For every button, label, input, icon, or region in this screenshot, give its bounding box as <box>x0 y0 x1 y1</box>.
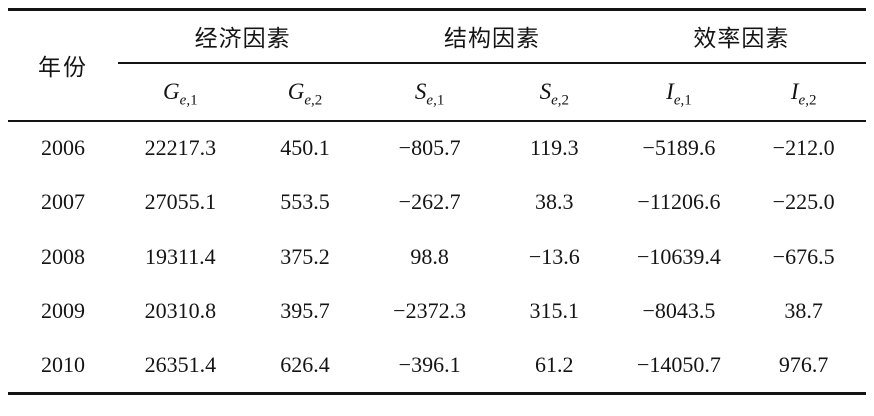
variable-base: S <box>539 78 552 104</box>
value-cell: 27055.1 <box>144 189 217 215</box>
variable-base: G <box>287 78 305 104</box>
table-row-2006: 2006 22217.3 450.1 −805.7 119.3 −5189.6 … <box>8 121 866 176</box>
table-row-2010: 2010 26351.4 626.4 −396.1 61.2 −14050.7 … <box>8 339 866 394</box>
group-header-structural: 结构因素 <box>367 9 617 64</box>
value-cell: 98.8 <box>410 243 449 269</box>
variable-subscript-index: ,2 <box>311 92 323 109</box>
value-cell: −262.7 <box>398 189 461 215</box>
year-cell: 2008 <box>41 243 85 269</box>
variable-subscript-index: ,2 <box>557 92 569 109</box>
variable-base: S <box>414 78 427 104</box>
value-cell: −2372.3 <box>393 298 467 324</box>
variable-header-ie2: Ie,2 <box>741 62 866 122</box>
value-cell: −8043.5 <box>642 298 716 324</box>
value-cell: −10639.4 <box>636 243 721 269</box>
value-cell: 976.7 <box>778 352 829 377</box>
variable-base: I <box>666 78 674 104</box>
value-cell: −11206.6 <box>637 189 721 215</box>
value-cell: −14050.7 <box>636 352 721 377</box>
value-cell: 626.4 <box>280 352 330 377</box>
variable-subscript-var: e <box>426 92 434 109</box>
year-cell: 2007 <box>41 189 85 215</box>
value-cell: −225.0 <box>772 189 835 215</box>
year-cell: 2009 <box>41 298 85 324</box>
value-cell: 22217.3 <box>144 135 217 161</box>
variable-base: I <box>790 78 799 104</box>
variable-header-ge1: Ge,1 <box>118 62 243 122</box>
table-header: 年份 经济因素 结构因素 效率因素 Ge,1 Ge,2 Se,1 Se,2 Ie… <box>8 9 866 122</box>
value-cell: 38.3 <box>535 189 574 215</box>
decomposition-factors-table: 年份 经济因素 结构因素 效率因素 Ge,1 Ge,2 Se,1 Se,2 Ie… <box>8 8 866 395</box>
value-cell: 375.2 <box>280 243 330 269</box>
value-cell: 315.1 <box>529 298 580 324</box>
value-cell: 553.5 <box>280 189 330 215</box>
variable-subscript-index: ,1 <box>186 92 198 109</box>
variable-base: G <box>163 78 180 104</box>
variable-header-ie1: Ie,1 <box>616 62 742 122</box>
value-cell: 20310.8 <box>144 298 217 324</box>
value-cell: 61.2 <box>535 352 574 377</box>
year-cell: 2010 <box>41 352 85 377</box>
year-column-header: 年份 <box>8 9 118 122</box>
table-row-2009: 2009 20310.8 395.7 −2372.3 315.1 −8043.5… <box>8 284 866 339</box>
value-cell: −212.0 <box>772 135 835 161</box>
year-cell: 2006 <box>41 135 85 161</box>
value-cell: 450.1 <box>280 135 330 161</box>
table-body: 2006 22217.3 450.1 −805.7 119.3 −5189.6 … <box>8 121 866 394</box>
value-cell: −805.7 <box>398 135 461 161</box>
variable-header-row: Ge,1 Ge,2 Se,1 Se,2 Ie,1 Ie,2 <box>8 62 866 122</box>
value-cell: −396.1 <box>398 352 461 377</box>
group-header-economic: 经济因素 <box>118 9 368 64</box>
variable-subscript-var: e <box>798 92 806 109</box>
variable-header-ge2: Ge,2 <box>242 62 368 122</box>
table-row-2008: 2008 19311.4 375.2 98.8 −13.6 −10639.4 −… <box>8 230 866 285</box>
variable-subscript-var: e <box>179 92 187 109</box>
value-cell: −5189.6 <box>642 135 716 161</box>
value-cell: 119.3 <box>529 135 579 161</box>
variable-subscript-index: ,2 <box>805 92 817 109</box>
group-header-row: 年份 经济因素 结构因素 效率因素 <box>8 9 866 122</box>
group-header-efficiency: 效率因素 <box>616 9 866 64</box>
variable-subscript-index: ,1 <box>433 92 445 109</box>
variable-subscript-var: e <box>673 92 681 109</box>
value-cell: 19311.4 <box>144 243 216 269</box>
value-cell: −676.5 <box>772 243 835 269</box>
variable-header-se1: Se,1 <box>367 62 492 122</box>
variable-subscript-var: e <box>551 92 558 109</box>
variable-header-se2: Se,2 <box>491 62 617 122</box>
value-cell: 38.7 <box>784 298 823 324</box>
value-cell: 395.7 <box>280 298 330 324</box>
variable-subscript-var: e <box>304 92 311 109</box>
variable-subscript-index: ,1 <box>680 92 692 109</box>
value-cell: −13.6 <box>528 243 580 269</box>
value-cell: 26351.4 <box>144 352 217 377</box>
table-row-2007: 2007 27055.1 553.5 −262.7 38.3 −11206.6 … <box>8 175 866 230</box>
